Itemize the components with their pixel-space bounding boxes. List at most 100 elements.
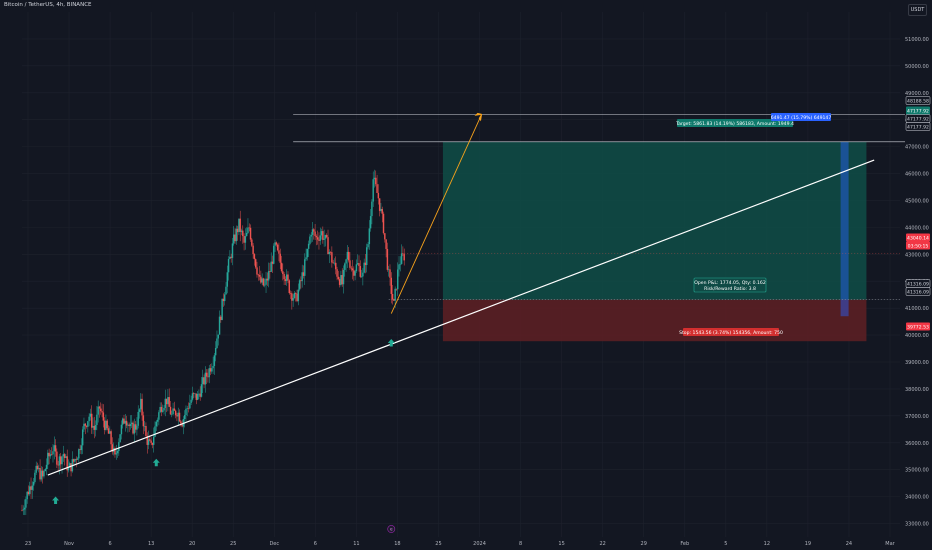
y-tick-label: 49000.00 [905, 91, 929, 97]
candle-body [231, 243, 234, 258]
candle-body [49, 454, 52, 457]
candle-body [176, 415, 178, 417]
candle-body [311, 229, 314, 235]
candle-body [209, 368, 212, 372]
candle-body [168, 397, 170, 407]
candle-body [366, 247, 368, 266]
candle-body [38, 468, 40, 470]
candle-body [301, 272, 303, 282]
candle-body [380, 208, 382, 211]
candle-body [354, 271, 356, 276]
candle-body [355, 264, 358, 272]
candle-body [284, 279, 287, 281]
candle-body [337, 276, 340, 280]
x-tick-label: 18 [394, 541, 400, 547]
chart-grid [22, 12, 900, 537]
candle-body [252, 245, 254, 255]
candle-body [98, 406, 101, 409]
stop-label-box [683, 328, 779, 336]
candle-body [57, 464, 59, 466]
candle-body [39, 468, 41, 480]
time-axis[interactable]: 23 Nov 6 13 20 25 Dec 6 11 18 25 2024 8 15 22 29 Feb 5 12 1… [25, 541, 896, 547]
candle-body [66, 456, 68, 471]
event-marker-icon [387, 525, 396, 533]
candle-body [367, 244, 369, 248]
candle-body [185, 408, 187, 416]
candle-body [29, 486, 31, 495]
candle-body [249, 227, 252, 240]
candle-body [119, 434, 121, 443]
y-tick-label: 36000.00 [905, 441, 929, 447]
price-label-box [906, 241, 930, 250]
candle-body [393, 299, 395, 301]
candle-body [40, 470, 43, 480]
candle-body [181, 423, 183, 427]
candle-body [151, 442, 154, 445]
price-label: 43040.14 [907, 236, 929, 242]
candle-body [292, 297, 294, 301]
candle-body [214, 347, 217, 356]
price-axis[interactable]: 51000.0050000.0049000.0048000.0047000.00… [905, 37, 931, 528]
candle-body [320, 231, 323, 236]
y-tick-label: 46000.00 [905, 172, 929, 178]
candle-body [207, 376, 209, 378]
candle-body [125, 420, 128, 426]
up-arrow-icon [152, 458, 160, 467]
price-label-box [905, 122, 931, 131]
candle-body [319, 235, 321, 241]
candle-body [220, 316, 222, 321]
candle-body [253, 254, 256, 260]
candle-body [152, 436, 155, 445]
candle-body [333, 262, 336, 264]
target-label-box [677, 119, 793, 127]
candle-body [186, 408, 188, 409]
candle-body [346, 251, 349, 260]
blue-label-box [771, 113, 831, 121]
signal-arrows [52, 339, 395, 504]
currency-badge[interactable]: USDT [908, 4, 927, 16]
candle-body [282, 271, 284, 275]
event-marker-label: e [390, 528, 393, 533]
candle-body [235, 228, 238, 242]
open-pl-box [693, 277, 767, 293]
candle-body [124, 420, 127, 424]
candle-body [54, 445, 57, 452]
drawn-lines[interactable] [47, 112, 875, 476]
projection-arrowhead [474, 112, 483, 122]
candle-body [356, 263, 359, 265]
position-zones [388, 141, 900, 342]
candle-body [114, 448, 116, 455]
candle-body [239, 218, 241, 232]
candle-body [110, 431, 112, 445]
candlesticks [21, 169, 405, 516]
candle-body [60, 456, 62, 465]
symbol-title[interactable]: Bitcoin / TetherUS, 4h, BINANCE [4, 2, 92, 8]
candle-body [195, 393, 198, 400]
candle-body [61, 456, 63, 465]
candle-body [41, 470, 44, 477]
candle-body [306, 248, 309, 258]
candle-body [298, 280, 301, 290]
candle-body [134, 424, 137, 430]
candle-body [62, 454, 65, 457]
x-tick-label: 23 [25, 541, 31, 547]
candle-body [261, 278, 263, 283]
candle-body [283, 274, 285, 280]
stop-zone [442, 299, 867, 342]
candle-body [75, 459, 77, 460]
candle-body [138, 409, 141, 412]
candle-body [260, 276, 262, 283]
price-label: 47177.92 [907, 109, 929, 115]
candle-body [131, 422, 133, 425]
candle-body [288, 280, 290, 294]
candle-body [121, 418, 124, 425]
candle-body [328, 252, 331, 255]
candle-body [403, 254, 405, 261]
x-tick-label: Dec [269, 541, 279, 547]
candle-body [225, 286, 227, 295]
candle-body [390, 277, 392, 294]
x-tick-label: 11 [353, 541, 359, 547]
candle-body [274, 242, 276, 246]
candle-body [45, 464, 48, 470]
